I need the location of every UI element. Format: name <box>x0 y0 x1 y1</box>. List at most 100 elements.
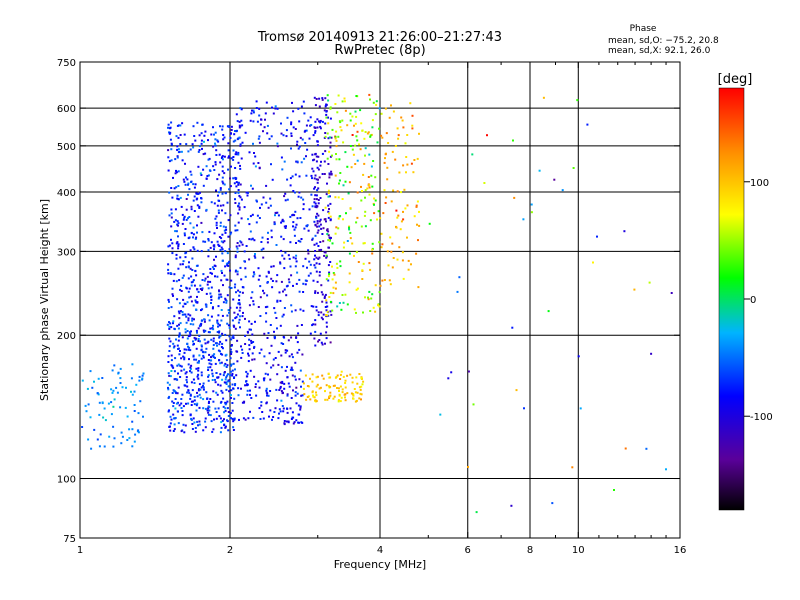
data-point <box>172 322 174 325</box>
data-point <box>223 240 226 243</box>
data-point <box>235 113 238 116</box>
data-point <box>300 394 303 397</box>
data-point <box>327 279 330 282</box>
data-point <box>374 310 377 313</box>
data-point <box>234 139 237 142</box>
data-point <box>261 236 264 239</box>
data-point <box>205 391 208 394</box>
data-point <box>173 220 176 223</box>
data-point <box>297 404 300 407</box>
data-point <box>171 293 174 296</box>
data-point <box>314 127 317 129</box>
data-point <box>130 377 133 380</box>
data-point <box>113 364 116 367</box>
data-point <box>172 405 175 408</box>
data-point <box>295 282 298 285</box>
data-point <box>222 241 225 244</box>
data-point <box>207 239 210 242</box>
data-point <box>340 308 343 311</box>
data-point <box>260 248 263 251</box>
data-point <box>362 311 364 314</box>
data-point <box>223 136 226 139</box>
data-point <box>530 211 533 214</box>
data-point <box>613 489 615 491</box>
data-point <box>176 155 179 158</box>
data-point <box>309 377 311 380</box>
data-point <box>320 316 323 319</box>
data-point <box>141 377 144 380</box>
data-point <box>377 210 380 213</box>
data-point <box>171 365 174 368</box>
data-point <box>168 327 171 330</box>
data-point <box>223 371 226 373</box>
data-point <box>208 400 210 403</box>
data-point <box>115 386 118 389</box>
data-point <box>271 106 273 109</box>
data-point <box>339 265 342 268</box>
data-point <box>334 281 337 284</box>
data-point <box>326 314 329 317</box>
data-point <box>263 377 266 380</box>
data-point <box>245 370 248 373</box>
data-point <box>283 225 286 228</box>
data-point <box>177 422 180 425</box>
y-tick-label: 600 <box>57 104 76 115</box>
data-point <box>112 445 115 448</box>
data-point <box>198 325 201 328</box>
data-point <box>240 217 243 220</box>
data-point <box>258 274 261 277</box>
data-point <box>111 391 114 394</box>
data-point <box>274 212 277 214</box>
data-point <box>294 309 297 312</box>
data-point <box>237 151 240 154</box>
data-point <box>352 394 355 397</box>
data-point <box>238 124 241 127</box>
data-point <box>209 366 212 369</box>
data-point <box>178 332 181 335</box>
data-point <box>196 249 199 252</box>
data-point <box>215 391 218 394</box>
data-point <box>203 320 206 323</box>
data-point <box>280 132 283 135</box>
data-point <box>397 214 400 217</box>
data-point <box>209 414 212 417</box>
data-point <box>311 390 314 393</box>
data-point <box>329 310 332 313</box>
data-point <box>212 145 215 148</box>
data-point <box>204 130 207 133</box>
data-point <box>269 324 272 326</box>
data-point <box>274 214 276 217</box>
data-point <box>168 244 171 247</box>
data-point <box>167 126 169 129</box>
data-point <box>265 275 268 278</box>
data-point <box>213 353 216 356</box>
data-point <box>523 407 525 410</box>
data-point <box>208 409 211 412</box>
data-point <box>286 407 289 410</box>
data-point <box>318 249 321 252</box>
data-point <box>216 178 219 181</box>
data-point <box>201 289 203 291</box>
data-point <box>219 125 221 128</box>
data-point <box>334 232 337 235</box>
data-point <box>266 392 269 395</box>
data-point <box>239 183 242 186</box>
data-point <box>110 401 113 404</box>
data-point <box>257 267 260 270</box>
data-point <box>167 361 170 363</box>
data-point <box>176 124 179 127</box>
data-point <box>347 192 350 195</box>
data-point <box>294 257 297 260</box>
data-point <box>341 198 344 200</box>
data-point <box>171 196 174 199</box>
data-point <box>183 351 186 354</box>
data-point <box>381 243 384 246</box>
data-point <box>166 323 169 326</box>
data-point <box>297 147 300 150</box>
data-point <box>185 321 188 324</box>
data-point <box>238 126 241 129</box>
data-point <box>193 342 195 345</box>
data-point <box>402 126 405 129</box>
data-point <box>187 290 190 293</box>
data-point <box>380 232 383 235</box>
